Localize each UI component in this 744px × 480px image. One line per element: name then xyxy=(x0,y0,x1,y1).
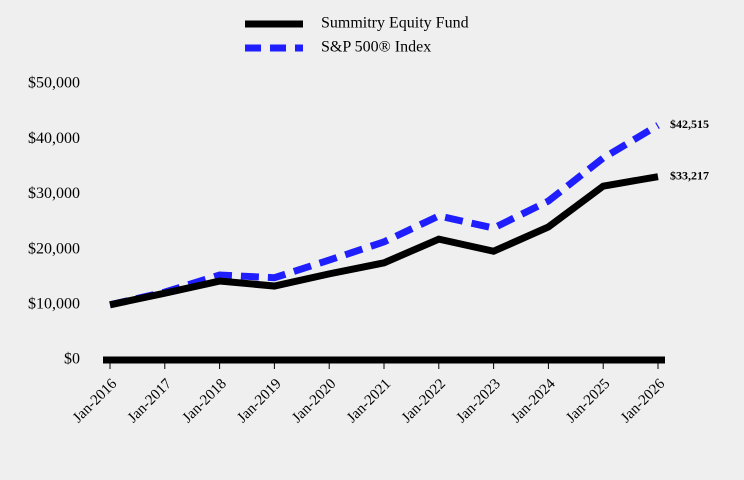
value-label: $33,217 xyxy=(670,168,709,182)
x-tick-label: Jan-2021 xyxy=(344,376,394,426)
value-label: $42,515 xyxy=(670,117,709,131)
y-tick-label: $20,000 xyxy=(28,240,80,257)
x-tick-label: Jan-2026 xyxy=(618,376,669,427)
x-tick-label: Jan-2016 xyxy=(70,376,121,427)
y-tick-label: $50,000 xyxy=(28,75,80,92)
x-tick-label: Jan-2022 xyxy=(399,376,449,426)
x-tick-label: Jan-2023 xyxy=(454,376,504,426)
x-tick-label: Jan-2017 xyxy=(125,376,176,427)
x-tick-label: Jan-2025 xyxy=(563,376,613,426)
x-tick-label: Jan-2020 xyxy=(289,376,339,426)
y-tick-label: $30,000 xyxy=(28,185,80,202)
x-tick-label: Jan-2019 xyxy=(234,376,284,426)
series-line xyxy=(109,122,660,309)
series-line xyxy=(109,173,659,309)
legend-label: S&P 500® Index xyxy=(321,39,431,56)
legend-label: Summitry Equity Fund xyxy=(321,15,469,32)
y-tick-label: $0 xyxy=(64,351,80,368)
x-tick-label: Jan-2024 xyxy=(508,376,559,427)
x-tick-label: Jan-2018 xyxy=(180,376,230,426)
y-tick-label: $40,000 xyxy=(28,130,80,147)
y-tick-label: $10,000 xyxy=(28,295,80,312)
